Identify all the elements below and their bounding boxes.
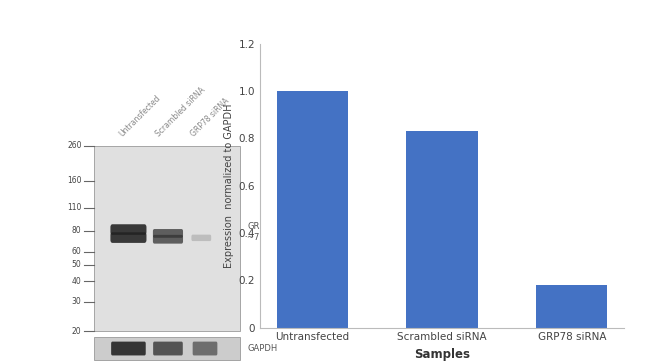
FancyBboxPatch shape	[192, 341, 217, 355]
Text: GAPDH: GAPDH	[247, 344, 278, 353]
Y-axis label: Expression  normalized to GAPDH: Expression normalized to GAPDH	[224, 103, 235, 268]
Text: 30: 30	[72, 297, 81, 306]
FancyBboxPatch shape	[153, 341, 183, 355]
Text: 50: 50	[72, 260, 81, 269]
Text: Untransfected: Untransfected	[117, 94, 162, 138]
FancyBboxPatch shape	[111, 232, 146, 243]
FancyBboxPatch shape	[111, 224, 146, 235]
Text: 260: 260	[67, 141, 81, 150]
Text: 40: 40	[72, 277, 81, 286]
Text: GRP78 siRNA: GRP78 siRNA	[188, 96, 231, 138]
FancyBboxPatch shape	[153, 235, 183, 244]
FancyBboxPatch shape	[153, 229, 183, 238]
FancyBboxPatch shape	[191, 235, 211, 241]
Bar	[94, 337, 240, 360]
Text: 80: 80	[72, 226, 81, 236]
Text: 160: 160	[67, 176, 81, 185]
X-axis label: Samples: Samples	[414, 348, 470, 361]
Bar	[536, 285, 608, 328]
Bar	[94, 146, 240, 331]
Bar	[406, 131, 478, 328]
FancyBboxPatch shape	[111, 341, 146, 355]
Text: Scrambled siRNA: Scrambled siRNA	[154, 86, 207, 138]
Bar	[276, 91, 348, 328]
Text: GRP78
~72 kDa: GRP78 ~72 kDa	[247, 222, 284, 242]
Text: 110: 110	[67, 203, 81, 212]
Text: 60: 60	[72, 247, 81, 256]
Text: 20: 20	[72, 327, 81, 336]
